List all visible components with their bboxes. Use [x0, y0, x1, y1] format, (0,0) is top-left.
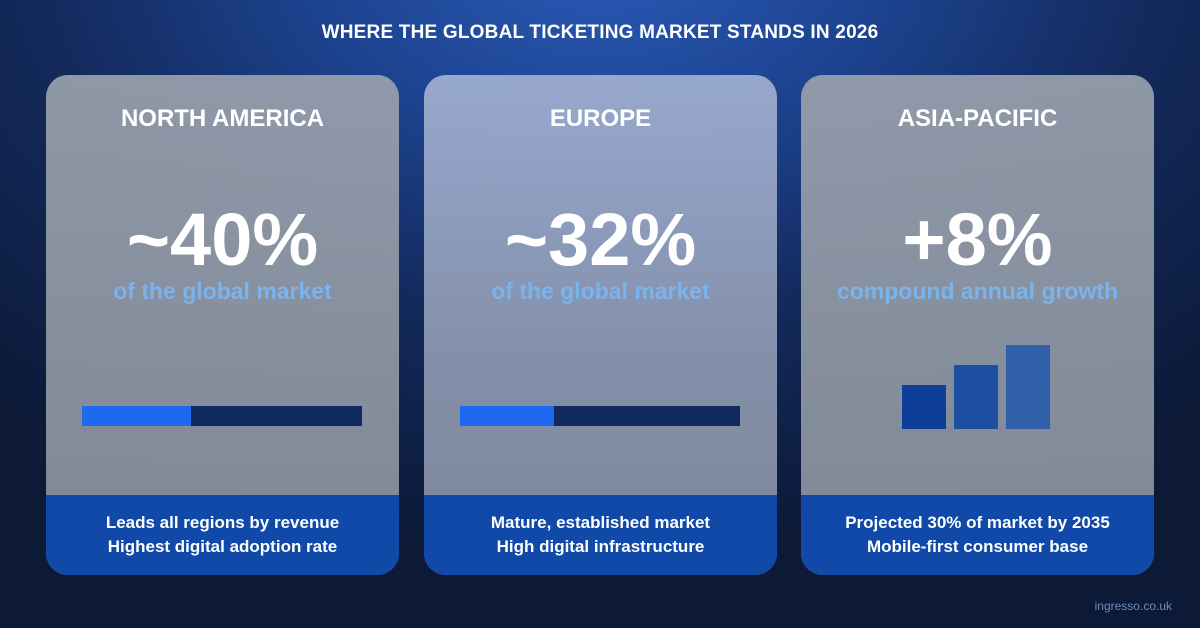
footer-line: Leads all regions by revenue: [105, 513, 340, 532]
market-share-bar: [82, 406, 362, 426]
region-card-europe: EUROPE ~32% of the global market Mature,…: [424, 75, 777, 575]
market-share-bar: [460, 406, 740, 426]
source-credit: ingresso.co.uk: [1094, 599, 1172, 613]
growth-stat: +8%: [902, 198, 1053, 281]
region-card-asia-pacific: ASIA-PACIFIC +8% compound annual growth …: [801, 75, 1154, 575]
region-title: ASIA-PACIFIC: [897, 105, 1058, 132]
region-title: EUROPE: [549, 105, 652, 132]
growth-bar-1: [902, 385, 946, 429]
stat-caption: of the global market: [113, 278, 332, 304]
footer-line: Mobile-first consumer base: [866, 537, 1089, 556]
market-share-bar-fill: [82, 406, 192, 426]
card-footer: Mature, established market High digital …: [424, 495, 777, 575]
region-card-north-america: NORTH AMERICA ~40% of the global market …: [46, 75, 399, 575]
market-share-stat: ~40%: [126, 198, 319, 281]
page-title: WHERE THE GLOBAL TICKETING MARKET STANDS…: [321, 22, 879, 43]
footer-line: Mature, established market: [490, 513, 711, 532]
footer-line: Projected 30% of market by 2035: [845, 513, 1110, 532]
stat-caption: of the global market: [491, 278, 710, 304]
card-footer: Projected 30% of market by 2035 Mobile-f…: [801, 495, 1154, 575]
region-title: NORTH AMERICA: [120, 105, 325, 132]
stat-caption: compound annual growth: [836, 278, 1119, 304]
growth-bar-2: [954, 365, 998, 429]
footer-line: Highest digital adoption rate: [107, 537, 338, 556]
growth-bars-chart: [902, 345, 1054, 429]
market-share-stat: ~32%: [504, 198, 697, 281]
market-share-bar-fill: [460, 406, 554, 426]
footer-line: High digital infrastructure: [496, 537, 705, 556]
growth-bar-3: [1006, 345, 1050, 429]
card-footer: Leads all regions by revenue Highest dig…: [46, 495, 399, 575]
